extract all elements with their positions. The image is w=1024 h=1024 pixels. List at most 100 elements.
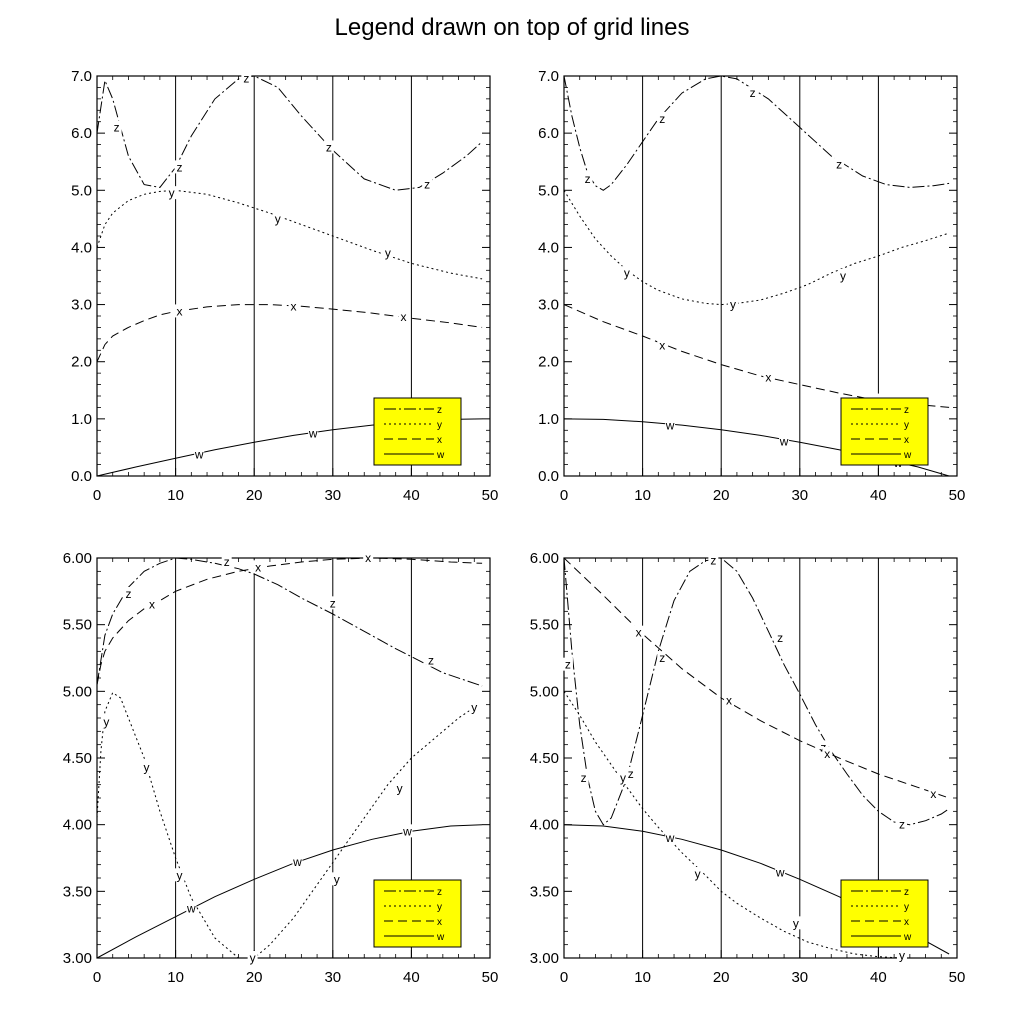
curve-label-bg xyxy=(708,553,719,567)
series-line-y xyxy=(96,189,483,280)
y-tick-label: 2.0 xyxy=(71,354,92,371)
curve-label-w: w xyxy=(402,824,412,838)
y-tick-label: 5.50 xyxy=(63,617,92,634)
curve-label-x: x xyxy=(401,310,407,324)
curve-label-bg xyxy=(331,872,342,886)
curve-label-z: z xyxy=(326,140,332,154)
y-tick-label: 7.0 xyxy=(538,68,559,85)
curve-label-z: z xyxy=(628,767,634,781)
y-tick-label: 0.0 xyxy=(538,468,559,485)
series-line-x xyxy=(563,557,950,799)
curve-label-z: z xyxy=(224,555,230,569)
curve-label-bg xyxy=(111,120,122,134)
y-tick-label: 0.0 xyxy=(71,468,92,485)
curve-label-y: y xyxy=(730,298,736,312)
panel-2: 0.01.02.03.04.05.06.07.00 10 20 30 40 50zzzzy… xyxy=(538,68,965,504)
curve-label-bg xyxy=(665,831,676,844)
legend-label-z: z xyxy=(437,887,442,898)
curve-label-z: z xyxy=(428,654,434,668)
curve-label-bg xyxy=(141,760,152,774)
curve-label-y: y xyxy=(624,266,630,280)
y-tick-label: 7.0 xyxy=(71,68,92,85)
curve-label-bg xyxy=(665,418,676,432)
legend-label-y: y xyxy=(904,902,909,913)
curve-label-bg xyxy=(621,266,632,280)
curve-label-y: y xyxy=(397,782,403,796)
curve-label-z: z xyxy=(243,71,249,85)
legend-label-z: z xyxy=(904,887,909,898)
curve-label-w: w xyxy=(292,855,302,869)
legend-label-x: x xyxy=(437,917,442,928)
series-line-y xyxy=(563,691,950,959)
curve-label-bg xyxy=(822,747,833,760)
curve-label-bg xyxy=(247,951,258,964)
curve-label-bg xyxy=(166,186,177,200)
curve-label-y: y xyxy=(334,872,340,886)
series-line-y xyxy=(563,190,950,306)
x-tick-label: 50 xyxy=(482,969,499,986)
curve-label-bg xyxy=(818,740,829,754)
y-tick-label: 3.0 xyxy=(538,297,559,314)
curve-label-bg xyxy=(633,625,644,639)
curve-label-w: w xyxy=(194,447,204,461)
curve-label-y: y xyxy=(695,867,701,881)
curve-label-bg xyxy=(657,338,668,352)
curve-label-x: x xyxy=(765,371,771,385)
curve-label-bg xyxy=(775,865,786,879)
curve-label-bg xyxy=(562,657,573,671)
series-line-z xyxy=(96,75,483,191)
curve-label-z: z xyxy=(710,554,716,568)
curve-label-z: z xyxy=(581,771,587,785)
curve-label-bg xyxy=(241,71,252,85)
x-tick-label: 10 xyxy=(634,969,651,986)
y-tick-label: 3.50 xyxy=(530,883,559,900)
y-tick-label: 3.0 xyxy=(71,297,92,314)
plot-frame xyxy=(96,557,491,959)
y-tick-label: 4.50 xyxy=(530,750,559,767)
curve-label-bg xyxy=(253,560,264,574)
y-tick-label: 4.0 xyxy=(538,239,559,256)
x-tick-label: 20 xyxy=(246,969,263,986)
curve-label-w: w xyxy=(308,427,318,441)
curve-label-bg xyxy=(308,426,319,440)
curve-label-z: z xyxy=(330,596,336,610)
curve-label-bg xyxy=(194,447,205,461)
curve-label-z: z xyxy=(114,120,120,134)
curve-label-bg xyxy=(928,787,939,800)
y-tick-label: 5.0 xyxy=(538,182,559,199)
curve-label-z: z xyxy=(750,86,756,100)
curve-label-z: z xyxy=(424,178,430,192)
y-tick-label: 6.0 xyxy=(538,125,559,142)
curve-label-y: y xyxy=(899,948,905,962)
y-tick-label: 6.0 xyxy=(71,125,92,142)
curve-label-bg xyxy=(775,631,786,644)
curve-label-w: w xyxy=(665,419,675,433)
x-tick-label: 30 xyxy=(324,487,341,504)
curve-label-x: x xyxy=(255,560,261,574)
curve-label-y: y xyxy=(103,715,109,729)
y-tick-label: 3.50 xyxy=(63,883,92,900)
curve-label-bg xyxy=(578,771,589,784)
curve-label-bg xyxy=(582,171,593,185)
x-tick-label: 20 xyxy=(713,969,730,986)
y-tick-label: 4.0 xyxy=(71,239,92,256)
curve-label-bg xyxy=(896,948,907,962)
curve-label-y: y xyxy=(620,771,626,785)
curve-label-x: x xyxy=(930,787,936,801)
legend-label-z: z xyxy=(437,405,442,416)
legend-label-w: w xyxy=(436,450,445,461)
curve-label-bg xyxy=(174,304,185,318)
curve-label-bg xyxy=(747,86,758,100)
series-line-x xyxy=(96,304,483,362)
curve-label-bg xyxy=(724,693,735,707)
curve-label-bg xyxy=(834,157,845,171)
x-tick-label: 0 xyxy=(560,487,568,504)
y-tick-label: 6.00 xyxy=(63,550,92,567)
curve-label-z: z xyxy=(777,631,783,645)
legend-box xyxy=(373,397,462,466)
curve-label-bg xyxy=(426,653,437,667)
curve-label-bg xyxy=(327,596,338,610)
curve-label-z: z xyxy=(585,172,591,186)
x-tick-label: 40 xyxy=(870,487,887,504)
plot-frame xyxy=(563,557,958,959)
